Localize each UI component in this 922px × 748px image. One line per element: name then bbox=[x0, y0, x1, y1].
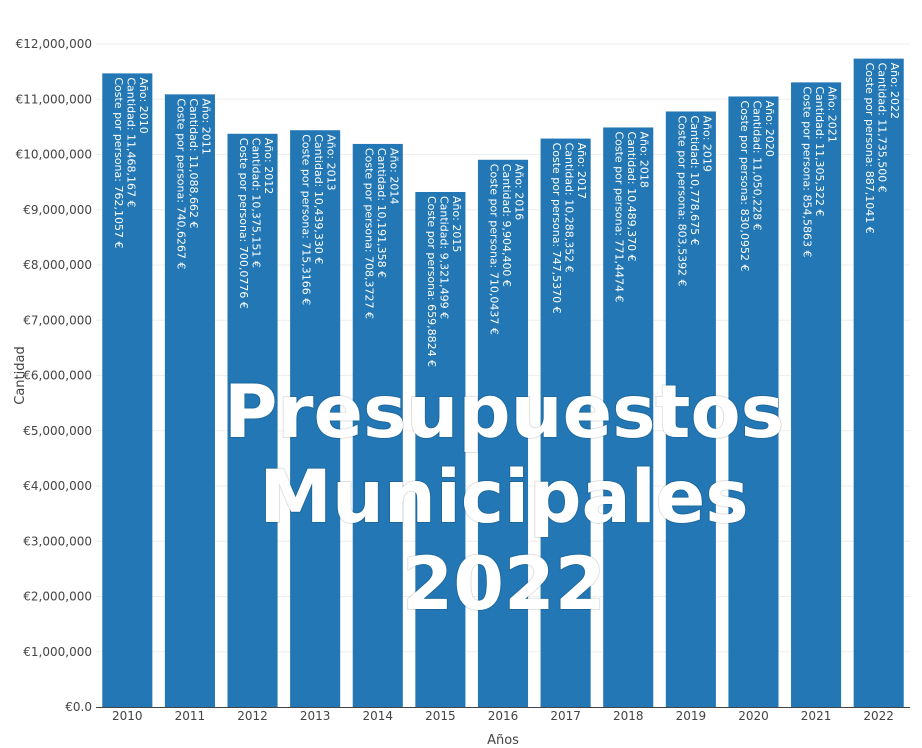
bar-data-label: Cantidad: 11,050,228 € bbox=[750, 100, 763, 230]
overlay-title: Presupuestos Municipales 2022 bbox=[223, 369, 785, 628]
bar-data-label: Coste por persona: 710,0437 € bbox=[488, 164, 501, 335]
x-tick-label: 2021 bbox=[801, 709, 832, 723]
overlay-title-line-1: Presupuestos bbox=[224, 370, 784, 455]
bar-data-label: Coste por persona: 747,5370 € bbox=[550, 143, 563, 314]
bar-data-label: Coste por persona: 700,0776 € bbox=[237, 138, 250, 309]
bar bbox=[102, 73, 153, 707]
bar-data-label: Cantidad: 9,904,400 € bbox=[500, 164, 513, 287]
bar-data-label: Año: 2015 bbox=[450, 196, 463, 252]
bar-data-label: Coste por persona: 803,5392 € bbox=[675, 115, 688, 286]
bar-data-label: Cantidad: 10,439,330 € bbox=[312, 134, 325, 264]
x-tick-label: 2012 bbox=[237, 709, 268, 723]
bar-data-label: Cantidad: 10,375,151 € bbox=[250, 138, 263, 268]
bar-data-label: Coste por persona: 659,8824 € bbox=[425, 196, 438, 367]
bar-data-label: Cantidad: 9,321,499 € bbox=[437, 196, 450, 319]
x-axis-title: Años bbox=[487, 733, 519, 748]
bar-data-label: Cantidad: 10,778,675 € bbox=[688, 115, 701, 245]
bar bbox=[164, 94, 215, 707]
y-tick-label: €9,000,000 bbox=[23, 203, 92, 217]
bar-data-label: Año: 2020 bbox=[763, 100, 776, 156]
bar-data-label: Coste por persona: 887,1041 € bbox=[863, 63, 876, 234]
bar-data-label: Año: 2019 bbox=[700, 115, 713, 171]
bar-data-label: Cantidad: 10,191,358 € bbox=[375, 148, 388, 278]
y-tick-label: €7,000,000 bbox=[23, 313, 92, 327]
bar bbox=[853, 58, 904, 707]
bar-data-label: Coste por persona: 854,5863 € bbox=[801, 86, 814, 257]
bar-data-label: Coste por persona: 740,6267 € bbox=[174, 98, 187, 269]
bar bbox=[728, 96, 779, 707]
bar-data-label: Coste por persona: 708,3727 € bbox=[362, 148, 375, 319]
y-tick-label: €6,000,000 bbox=[23, 369, 92, 383]
bar-data-label: Coste por persona: 771,4474 € bbox=[613, 131, 626, 302]
bar-data-label: Coste por persona: 715,3166 € bbox=[300, 134, 313, 305]
bar-data-label: Cantidad: 11,468,167 € bbox=[124, 77, 137, 207]
bar bbox=[290, 130, 341, 707]
bar-data-label: Cantidad: 10,489,370 € bbox=[625, 131, 638, 261]
bar-data-label: Cantidad: 11,305,322 € bbox=[813, 86, 826, 216]
bar-data-label: Cantidad: 11,735,500 € bbox=[876, 63, 889, 193]
y-tick-label: €5,000,000 bbox=[23, 424, 92, 438]
bar-data-label: Año: 2021 bbox=[826, 86, 839, 142]
y-tick-label: €10,000,000 bbox=[16, 148, 92, 162]
overlay-title-line-3: 2022 bbox=[402, 542, 605, 627]
bar bbox=[603, 127, 654, 708]
bar-data-label: Año: 2013 bbox=[325, 134, 338, 190]
y-tick-label: €2,000,000 bbox=[23, 590, 92, 604]
x-tick-label: 2018 bbox=[613, 709, 644, 723]
x-axis-ticks: 2010 2011 2012 2013 2014 2015 2016 2017 2018 2019… bbox=[112, 709, 894, 723]
bar bbox=[227, 133, 278, 708]
x-tick-label: 2013 bbox=[300, 709, 331, 723]
y-tick-label: €12,000,000 bbox=[16, 37, 92, 51]
x-tick-label: 2011 bbox=[175, 709, 206, 723]
x-tick-label: 2014 bbox=[362, 709, 393, 723]
bar-data-label: Cantidad: 11,088,662 € bbox=[187, 98, 200, 228]
bar bbox=[415, 191, 466, 707]
x-tick-label: 2019 bbox=[676, 709, 707, 723]
y-tick-label: €8,000,000 bbox=[23, 258, 92, 272]
bar-data-label: Coste por persona: 762,1057 € bbox=[112, 77, 125, 248]
y-tick-label: €1,000,000 bbox=[23, 645, 92, 659]
x-tick-label: 2015 bbox=[425, 709, 456, 723]
bar-data-label: Año: 2017 bbox=[575, 143, 588, 199]
bar-data-label: Coste por persona: 830,0952 € bbox=[738, 100, 751, 271]
x-tick-label: 2016 bbox=[488, 709, 519, 723]
x-tick-label: 2020 bbox=[738, 709, 769, 723]
y-tick-label: €11,000,000 bbox=[16, 92, 92, 106]
bar-data-label: Año: 2014 bbox=[387, 148, 400, 204]
bar bbox=[791, 82, 842, 707]
overlay-title-line-2: Municipales bbox=[259, 455, 748, 540]
y-axis-ticks: €0.0 €1,000,000 €2,000,000 €3,000,000 €4,000… bbox=[16, 37, 92, 714]
bar-data-label: Año: 2022 bbox=[888, 63, 901, 119]
bar-data-label: Año: 2016 bbox=[513, 164, 526, 220]
bar bbox=[540, 138, 591, 708]
bar bbox=[352, 143, 403, 707]
bar-data-label: Año: 2012 bbox=[262, 138, 275, 194]
y-tick-label: €3,000,000 bbox=[23, 534, 92, 548]
y-tick-label: €4,000,000 bbox=[23, 479, 92, 493]
x-tick-label: 2017 bbox=[550, 709, 581, 723]
bar-data-label: Año: 2011 bbox=[199, 98, 212, 154]
bar-data-label: Año: 2018 bbox=[638, 131, 651, 187]
y-axis-title: Cantidad bbox=[13, 346, 28, 404]
x-tick-label: 2010 bbox=[112, 709, 143, 723]
bar-data-label: Cantidad: 10,288,352 € bbox=[563, 143, 576, 273]
bar bbox=[665, 111, 716, 707]
bar bbox=[477, 159, 529, 707]
x-tick-label: 2022 bbox=[863, 709, 894, 723]
bar-data-label: Año: 2010 bbox=[137, 77, 150, 133]
y-tick-label: €0.0 bbox=[65, 700, 92, 714]
